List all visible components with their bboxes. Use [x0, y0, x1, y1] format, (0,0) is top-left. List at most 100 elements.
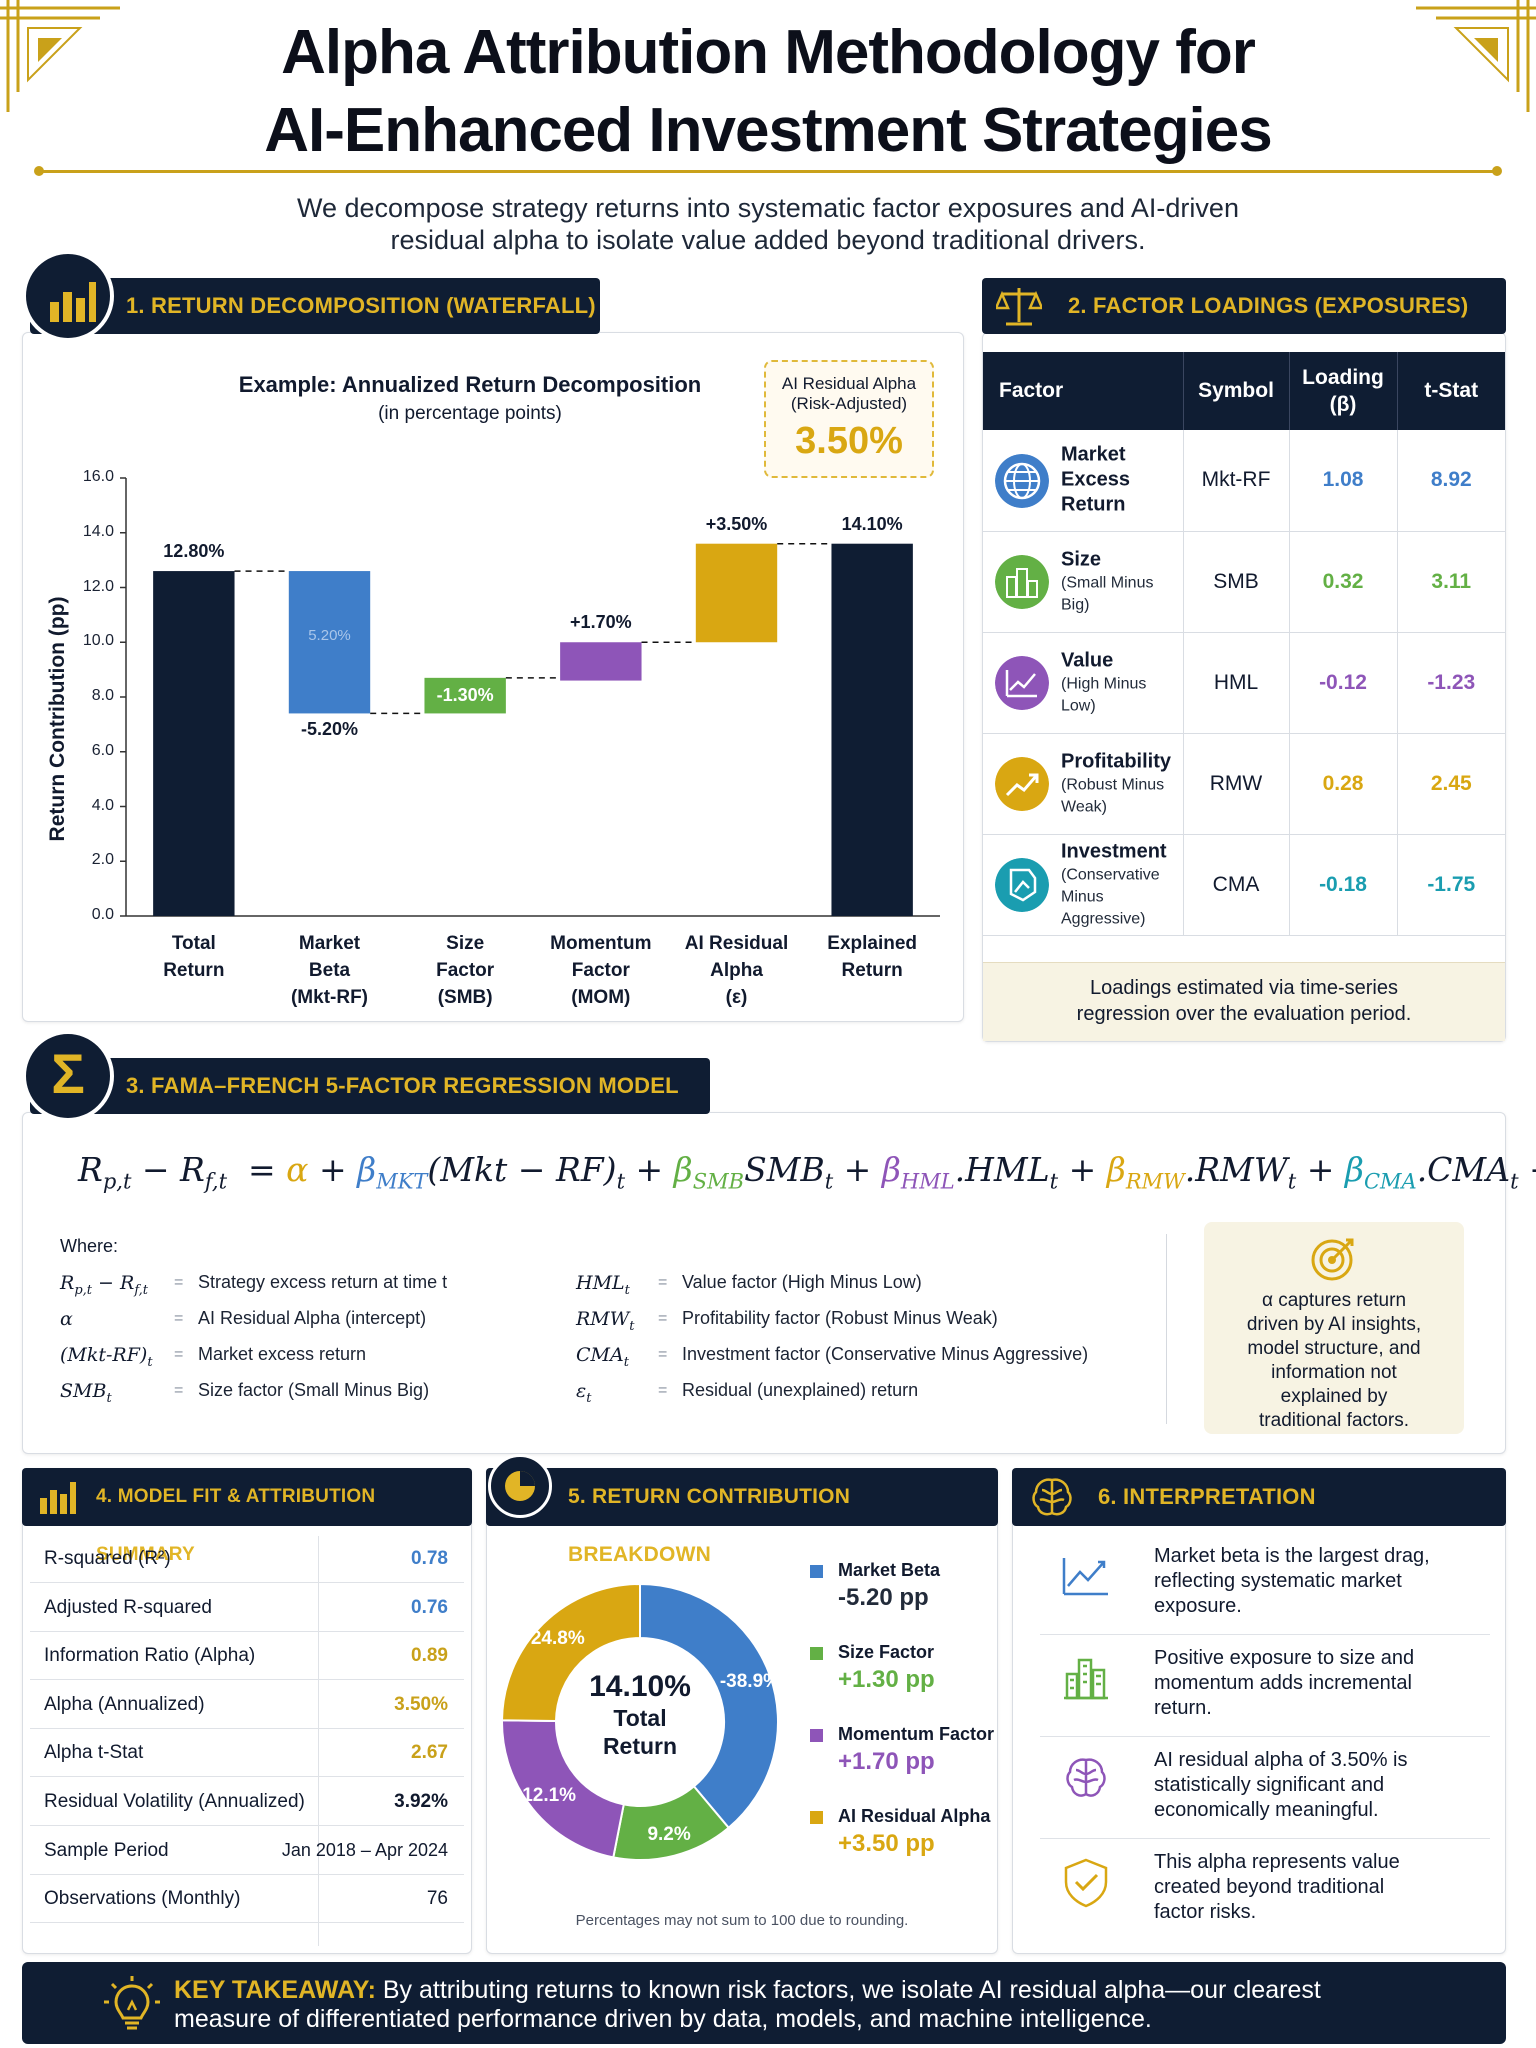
alpha-explanation-callout: α captures return driven by AI insights, m… — [1204, 1222, 1464, 1434]
summary-row: Sample Period Jan 2018 – Apr 2024 — [30, 1826, 464, 1875]
alpha-callout-line: explained by — [1280, 1386, 1388, 1407]
donut-slice — [639, 1582, 779, 1830]
factor-name: Market — [1061, 443, 1126, 466]
key-takeaway-line-1: By attributing returns to known risk fac… — [375, 1976, 1321, 2004]
legend-value: +3.50 pp — [838, 1830, 935, 1857]
category-label-line: (ε) — [725, 987, 748, 1008]
category-label-line: Market — [298, 933, 361, 954]
note-line-2: regression over the evaluation period. — [1076, 1003, 1412, 1025]
buildings-icon — [995, 555, 1049, 609]
market-beta-inner-label: 5.20% — [308, 627, 351, 645]
alpha-callout-line: driven by AI insights, — [1246, 1314, 1422, 1335]
factor-name: Investment — [1061, 840, 1167, 862]
summary-row: R-squared (R²) 0.78 — [30, 1534, 464, 1583]
factor-row: Market Excess Return Mkt-RF 1.08 8.92 — [983, 430, 1505, 532]
waterfall-bar — [153, 571, 235, 916]
lightbulb-icon — [104, 1976, 160, 2030]
waterfall-category-label: Market Beta (Mkt-RF) — [260, 930, 400, 1011]
category-label-line: Beta — [308, 960, 351, 981]
interpretation-line: statistically significant and — [1154, 1774, 1385, 1796]
loading-cell: -0.12 — [1289, 632, 1398, 734]
waterfall-bar — [831, 543, 913, 916]
section-2-title: 2. FACTOR LOADINGS (EXPOSURES) — [1068, 293, 1469, 318]
waterfall-chart-subtitle: (in percentage points) — [378, 403, 562, 424]
factor-description: Low) — [1061, 697, 1096, 714]
interpretation-line: momentum adds incremental — [1154, 1672, 1412, 1694]
alpha-callout-line: model structure, and — [1247, 1338, 1421, 1359]
legend-value: +1.30 pp — [838, 1666, 935, 1693]
factor-row: Size (Small Minus Big) SMB 0.32 3.11 — [983, 531, 1505, 633]
definition-text: Profitability factor (Robust Minus Weak) — [682, 1308, 998, 1328]
summary-value: 76 — [426, 1888, 448, 1910]
waterfall-category-label: Size Factor (SMB) — [395, 930, 535, 1011]
summary-row: Information Ratio (Alpha) 0.89 — [30, 1631, 464, 1681]
waterfall-bar — [424, 677, 506, 714]
interpretation-divider — [1040, 1736, 1490, 1737]
y-tick-label: 8.0 — [91, 687, 114, 704]
alpha-callout-line: traditional factors. — [1259, 1410, 1409, 1431]
factor-table-note: Loadings estimated via time-series regre… — [983, 962, 1505, 1041]
definition-equals: = — [174, 1346, 184, 1363]
factor-row: Profitability (Robust Minus Weak) RMW 0.28… — [983, 733, 1505, 835]
category-label-line: Alpha — [710, 960, 763, 981]
interpretation-line: Positive exposure to size and — [1154, 1647, 1415, 1669]
interpretation-panel — [1012, 1468, 1506, 1954]
definition-text: AI Residual Alpha (intercept) — [198, 1308, 427, 1328]
waterfall-chart-title: Example: Annualized Return Decomposition — [238, 372, 702, 397]
definition-text: Size factor (Small Minus Big) — [198, 1380, 430, 1400]
definition-text: Residual (unexplained) return — [682, 1380, 919, 1400]
category-label-line: (SMB) — [437, 987, 493, 1008]
alpha-callout-line: information not — [1271, 1362, 1397, 1383]
waterfall-category-label: AI Residual Alpha (ε) — [667, 930, 807, 1011]
symbol-cell: RMW — [1183, 733, 1290, 835]
donut-slice-label: 12.1% — [522, 1784, 577, 1806]
summary-label: Observations (Monthly) — [44, 1888, 241, 1910]
col-loading: Loading (β) — [1289, 352, 1398, 430]
waterfall-category-label: Explained Return — [802, 930, 942, 984]
summary-label: Information Ratio (Alpha) — [44, 1645, 256, 1667]
legend-name: Size Factor — [838, 1642, 935, 1662]
definition-equals: = — [658, 1346, 668, 1363]
category-label-line: (MOM) — [571, 987, 631, 1008]
definition-equals: = — [174, 1310, 184, 1327]
note-line-1: Loadings estimated via time-series — [1090, 977, 1398, 999]
key-takeaway-label: KEY TAKEAWAY: — [174, 1976, 376, 2004]
page-title: Alpha Attribution Methodology for AI-Enh… — [0, 14, 1536, 170]
page-subtitle: We decompose strategy returns into syste… — [0, 192, 1536, 256]
symbol-cell: HML — [1183, 632, 1290, 734]
factor-name: Value — [1061, 649, 1114, 671]
symbol-cell: SMB — [1183, 531, 1290, 633]
factor-table: Factor Symbol Loading (β) t-Stat Market Ex… — [983, 352, 1505, 936]
summary-value: 2.67 — [411, 1742, 448, 1764]
factor-description: (High Minus — [1061, 675, 1147, 692]
waterfall-value-label: -5.20% — [300, 719, 359, 740]
category-label-line: Factor — [436, 960, 495, 981]
factor-description: Aggressive) — [1061, 910, 1146, 927]
waterfall-bar — [560, 642, 642, 681]
legend-name: Market Beta — [838, 1560, 941, 1580]
factor-cell: Profitability (Robust Minus Weak) — [983, 733, 1184, 835]
section-4-header: 4. MODEL FIT & ATTRIBUTION SUMMARY — [22, 1468, 472, 1565]
factor-row: Investment (Conservative Minus Aggressive) … — [983, 834, 1505, 936]
y-tick-label: 12.0 — [82, 577, 114, 595]
y-tick-label: 6.0 — [91, 741, 114, 759]
summary-value: 0.78 — [411, 1548, 448, 1569]
definition-equals: = — [658, 1310, 668, 1327]
title-divider — [34, 166, 1502, 176]
summary-label: Adjusted R-squared — [44, 1596, 212, 1618]
factor-description: Weak) — [1061, 798, 1107, 815]
factor-name: Profitability — [1061, 750, 1172, 772]
legend-swatch — [810, 1565, 823, 1578]
summary-row: Observations (Monthly) 76 — [30, 1874, 464, 1924]
section-1-header: 1. RETURN DECOMPOSITION (WATERFALL) — [30, 278, 600, 334]
y-tick-label: 10.0 — [82, 632, 114, 650]
donut-center-label-2: Return — [602, 1733, 678, 1759]
factor-description: (Conservative — [1061, 866, 1160, 883]
section-6-title: 6. INTERPRETATION — [1098, 1484, 1316, 1509]
summary-label: Sample Period — [44, 1839, 169, 1861]
interpretation-divider — [1040, 1838, 1490, 1839]
bar-chart-icon — [40, 1482, 76, 1514]
definition-text: Market excess return — [198, 1344, 367, 1364]
globe-icon — [995, 453, 1049, 508]
factor-name: Return — [1061, 493, 1126, 516]
